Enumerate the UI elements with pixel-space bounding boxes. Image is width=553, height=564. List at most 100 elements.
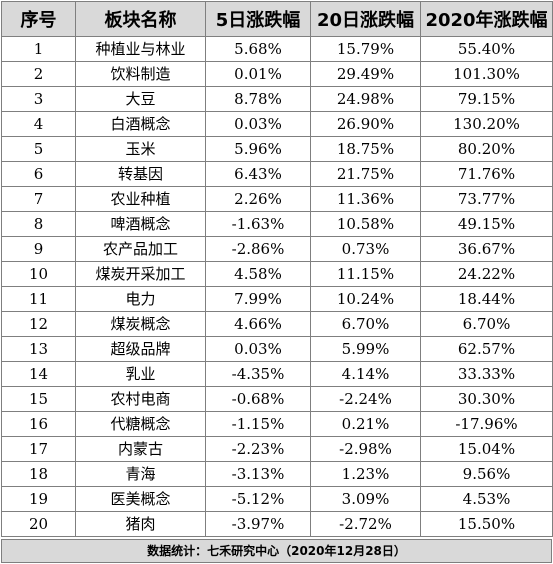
header-sector-name: 板块名称 xyxy=(75,1,206,37)
cell-20day-change: 26.90% xyxy=(310,111,421,137)
table-row: 19 医美概念 -5.12% 3.09% 4.53% xyxy=(1,486,553,512)
table-row: 18 青海 -3.13% 1.23% 9.56% xyxy=(1,461,553,487)
table-row: 2 饮料制造 0.01% 29.49% 101.30% xyxy=(1,61,553,87)
cell-index: 9 xyxy=(1,236,76,262)
cell-5day-change: -5.12% xyxy=(205,486,311,512)
cell-2020-change: 101.30% xyxy=(420,61,553,87)
cell-sector-name: 农村电商 xyxy=(75,386,206,412)
cell-20day-change: 1.23% xyxy=(310,461,421,487)
cell-5day-change: -1.15% xyxy=(205,411,311,437)
cell-5day-change: 8.78% xyxy=(205,86,311,112)
cell-sector-name: 农业种植 xyxy=(75,186,206,212)
cell-5day-change: -2.23% xyxy=(205,436,311,462)
cell-sector-name: 乳业 xyxy=(75,361,206,387)
sector-performance-table: 序号 板块名称 5日涨跌幅 20日涨跌幅 2020年涨跌幅 1 种植业与林业 5.6… xyxy=(1,1,553,537)
table-row: 3 大豆 8.78% 24.98% 79.15% xyxy=(1,86,553,112)
table-row: 11 电力 7.99% 10.24% 18.44% xyxy=(1,286,553,312)
cell-sector-name: 超级品牌 xyxy=(75,336,206,362)
cell-index: 15 xyxy=(1,386,76,412)
cell-2020-change: 33.33% xyxy=(420,361,553,387)
header-5day-change: 5日涨跌幅 xyxy=(205,1,311,37)
cell-index: 18 xyxy=(1,461,76,487)
cell-index: 8 xyxy=(1,211,76,237)
cell-5day-change: 5.96% xyxy=(205,136,311,162)
cell-sector-name: 转基因 xyxy=(75,161,206,187)
header-index: 序号 xyxy=(1,1,76,37)
cell-5day-change: 2.26% xyxy=(205,186,311,212)
cell-sector-name: 种植业与林业 xyxy=(75,36,206,62)
cell-5day-change: 4.58% xyxy=(205,261,311,287)
cell-index: 1 xyxy=(1,36,76,62)
cell-2020-change: 18.44% xyxy=(420,286,553,312)
cell-sector-name: 医美概念 xyxy=(75,486,206,512)
header-20day-change: 20日涨跌幅 xyxy=(310,1,421,37)
cell-20day-change: 3.09% xyxy=(310,486,421,512)
cell-5day-change: 4.66% xyxy=(205,311,311,337)
cell-2020-change: 79.15% xyxy=(420,86,553,112)
cell-sector-name: 代糖概念 xyxy=(75,411,206,437)
table-row: 4 白酒概念 0.03% 26.90% 130.20% xyxy=(1,111,553,137)
table-row: 5 玉米 5.96% 18.75% 80.20% xyxy=(1,136,553,162)
cell-index: 17 xyxy=(1,436,76,462)
cell-sector-name: 内蒙古 xyxy=(75,436,206,462)
table-row: 7 农业种植 2.26% 11.36% 73.77% xyxy=(1,186,553,212)
table-row: 20 猪肉 -3.97% -2.72% 15.50% xyxy=(1,511,553,537)
cell-5day-change: -2.86% xyxy=(205,236,311,262)
cell-2020-change: 24.22% xyxy=(420,261,553,287)
cell-index: 20 xyxy=(1,511,76,537)
table-row: 1 种植业与林业 5.68% 15.79% 55.40% xyxy=(1,36,553,62)
cell-sector-name: 煤炭开采加工 xyxy=(75,261,206,287)
cell-20day-change: 5.99% xyxy=(310,336,421,362)
cell-5day-change: 0.01% xyxy=(205,61,311,87)
cell-5day-change: 6.43% xyxy=(205,161,311,187)
cell-20day-change: 29.49% xyxy=(310,61,421,87)
cell-2020-change: 15.50% xyxy=(420,511,553,537)
table-row: 15 农村电商 -0.68% -2.24% 30.30% xyxy=(1,386,553,412)
cell-2020-change: 73.77% xyxy=(420,186,553,212)
cell-index: 3 xyxy=(1,86,76,112)
data-source-footer: 数据统计：七禾研究中心（2020年12月28日） xyxy=(1,539,552,563)
cell-2020-change: 130.20% xyxy=(420,111,553,137)
cell-index: 4 xyxy=(1,111,76,137)
cell-20day-change: 4.14% xyxy=(310,361,421,387)
cell-20day-change: 0.21% xyxy=(310,411,421,437)
cell-5day-change: -0.68% xyxy=(205,386,311,412)
cell-index: 2 xyxy=(1,61,76,87)
table-row: 8 啤酒概念 -1.63% 10.58% 49.15% xyxy=(1,211,553,237)
table-row: 14 乳业 -4.35% 4.14% 33.33% xyxy=(1,361,553,387)
cell-20day-change: -2.98% xyxy=(310,436,421,462)
cell-2020-change: 55.40% xyxy=(420,36,553,62)
cell-index: 6 xyxy=(1,161,76,187)
cell-index: 11 xyxy=(1,286,76,312)
cell-sector-name: 白酒概念 xyxy=(75,111,206,137)
cell-5day-change: -3.13% xyxy=(205,461,311,487)
cell-20day-change: 24.98% xyxy=(310,86,421,112)
cell-5day-change: -1.63% xyxy=(205,211,311,237)
table-row: 10 煤炭开采加工 4.58% 11.15% 24.22% xyxy=(1,261,553,287)
cell-20day-change: 0.73% xyxy=(310,236,421,262)
cell-20day-change: -2.24% xyxy=(310,386,421,412)
cell-sector-name: 啤酒概念 xyxy=(75,211,206,237)
header-row: 序号 板块名称 5日涨跌幅 20日涨跌幅 2020年涨跌幅 xyxy=(1,1,553,37)
cell-sector-name: 煤炭概念 xyxy=(75,311,206,337)
cell-sector-name: 玉米 xyxy=(75,136,206,162)
cell-2020-change: 71.76% xyxy=(420,161,553,187)
cell-index: 5 xyxy=(1,136,76,162)
cell-sector-name: 农产品加工 xyxy=(75,236,206,262)
table-row: 17 内蒙古 -2.23% -2.98% 15.04% xyxy=(1,436,553,462)
cell-index: 13 xyxy=(1,336,76,362)
table-row: 16 代糖概念 -1.15% 0.21% -17.96% xyxy=(1,411,553,437)
cell-sector-name: 青海 xyxy=(75,461,206,487)
table-row: 13 超级品牌 0.03% 5.99% 62.57% xyxy=(1,336,553,362)
cell-20day-change: 11.15% xyxy=(310,261,421,287)
cell-20day-change: 18.75% xyxy=(310,136,421,162)
cell-5day-change: 5.68% xyxy=(205,36,311,62)
cell-2020-change: 36.67% xyxy=(420,236,553,262)
cell-20day-change: 21.75% xyxy=(310,161,421,187)
cell-2020-change: 62.57% xyxy=(420,336,553,362)
cell-2020-change: 80.20% xyxy=(420,136,553,162)
cell-20day-change: 11.36% xyxy=(310,186,421,212)
cell-2020-change: 49.15% xyxy=(420,211,553,237)
cell-index: 10 xyxy=(1,261,76,287)
